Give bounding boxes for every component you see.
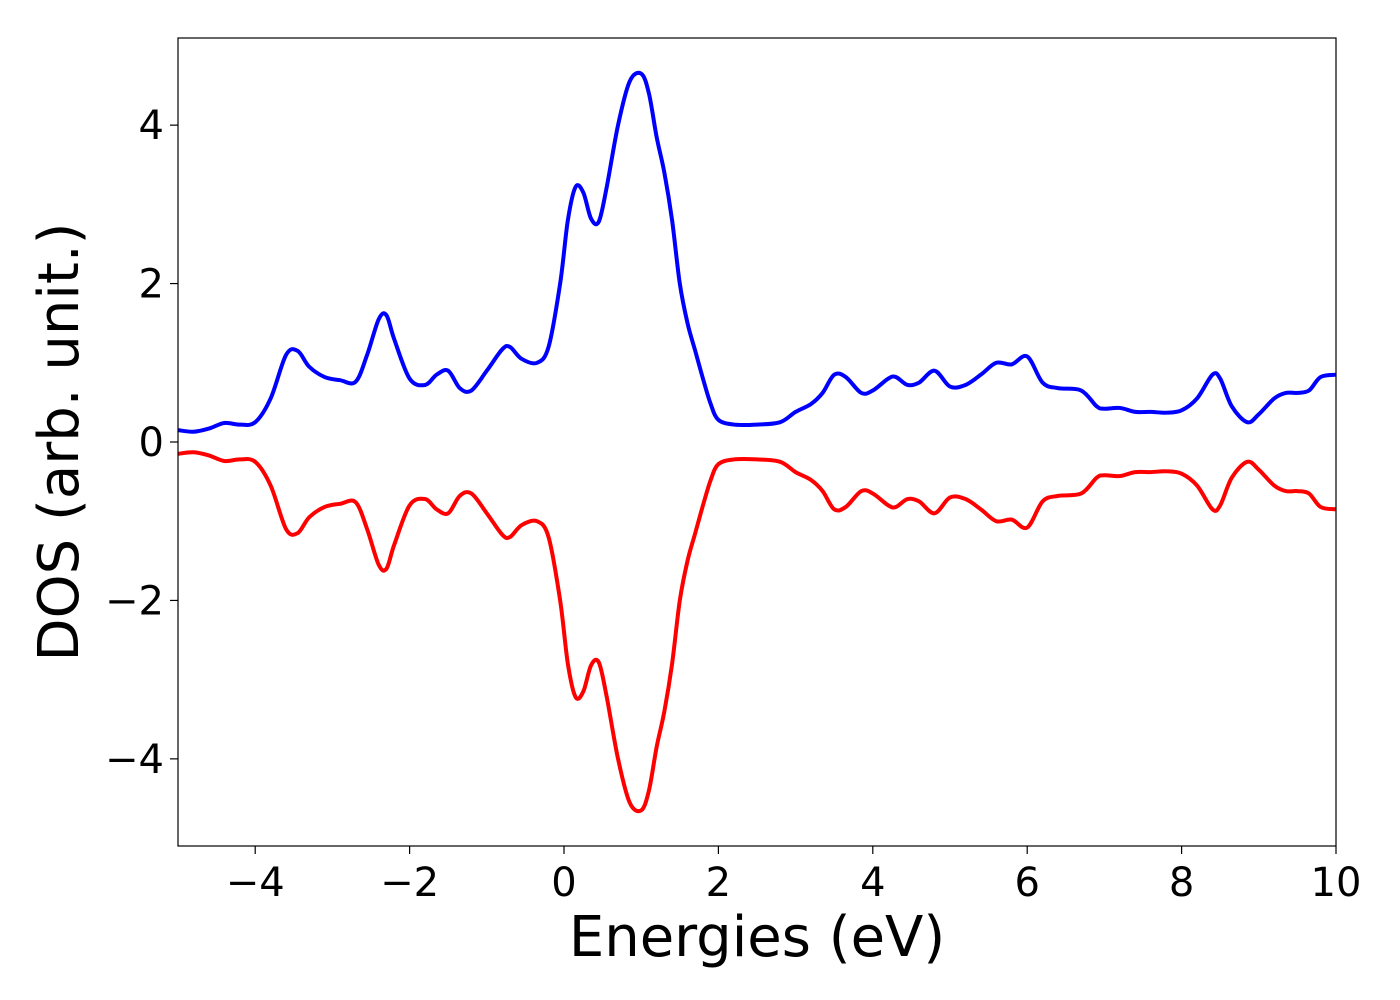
x-tick-label: 8 xyxy=(1169,860,1194,906)
x-tick-label: 10 xyxy=(1311,860,1362,906)
y-tick-label: −2 xyxy=(105,578,164,624)
x-tick-label: −4 xyxy=(226,860,285,906)
y-tick-label: 4 xyxy=(139,103,164,149)
y-tick-label: −4 xyxy=(105,737,164,783)
plot-frame xyxy=(177,37,1337,847)
series-line-0 xyxy=(178,70,1336,434)
y-axis-title: DOS (arb. unit.) xyxy=(27,222,92,661)
y-tick-label: 2 xyxy=(139,262,164,308)
x-tick-label: 6 xyxy=(1014,860,1039,906)
x-tick-label: −2 xyxy=(380,860,439,906)
x-tick-label: 0 xyxy=(551,860,576,906)
x-axis: −4 −2 0 2 4 6 8 10 xyxy=(226,846,1362,906)
x-axis-title: Energies (eV) xyxy=(569,905,945,970)
y-tick-label: 0 xyxy=(139,420,164,466)
series-line-1 xyxy=(178,450,1336,814)
y-axis: −4 −2 0 2 4 xyxy=(105,103,178,783)
series-layer xyxy=(178,70,1336,814)
x-tick-label: 4 xyxy=(860,860,885,906)
x-tick-label: 2 xyxy=(706,860,731,906)
